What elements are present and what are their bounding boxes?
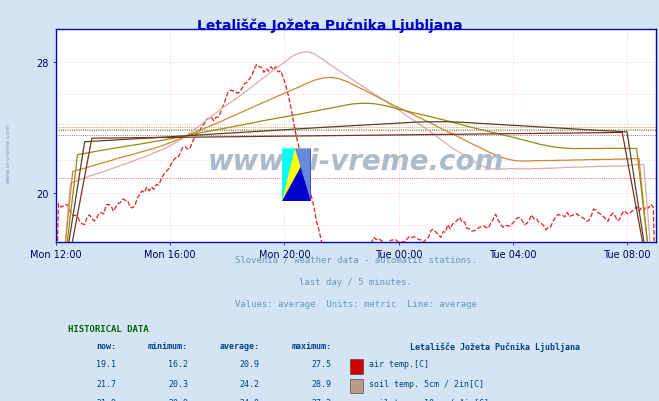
Text: 24.2: 24.2: [240, 379, 260, 388]
Text: HISTORICAL DATA: HISTORICAL DATA: [68, 324, 149, 333]
FancyBboxPatch shape: [350, 379, 363, 393]
Text: 20.3: 20.3: [168, 379, 188, 388]
Text: 20.9: 20.9: [168, 399, 188, 401]
Polygon shape: [295, 149, 310, 201]
Text: last day / 5 minutes.: last day / 5 minutes.: [299, 277, 413, 286]
Text: Values: average  Units: metric  Line: average: Values: average Units: metric Line: aver…: [235, 299, 477, 308]
Text: 27.3: 27.3: [312, 399, 332, 401]
FancyBboxPatch shape: [350, 399, 363, 401]
Text: maximum:: maximum:: [292, 342, 332, 350]
Text: 19.1: 19.1: [96, 359, 116, 368]
Text: www.si-vreme.com: www.si-vreme.com: [208, 148, 504, 175]
Text: minimum:: minimum:: [148, 342, 188, 350]
Text: 20.9: 20.9: [240, 359, 260, 368]
Text: soil temp. 10cm / 4in[C]: soil temp. 10cm / 4in[C]: [369, 399, 489, 401]
Polygon shape: [282, 149, 295, 201]
Text: air temp.[C]: air temp.[C]: [369, 359, 429, 368]
Text: Letališče Jožeta Pučnika Ljubljana: Letališče Jožeta Pučnika Ljubljana: [410, 342, 580, 351]
Text: 21.7: 21.7: [96, 379, 116, 388]
Text: www.si-vreme.com: www.si-vreme.com: [5, 123, 11, 182]
Text: 16.2: 16.2: [168, 359, 188, 368]
FancyBboxPatch shape: [350, 359, 363, 374]
Text: 28.9: 28.9: [312, 379, 332, 388]
Text: Letališče Jožeta Pučnika Ljubljana: Letališče Jožeta Pučnika Ljubljana: [196, 18, 463, 32]
Text: average:: average:: [220, 342, 260, 350]
Text: 21.9: 21.9: [96, 399, 116, 401]
Text: Slovenia / weather data - automatic stations.: Slovenia / weather data - automatic stat…: [235, 255, 477, 264]
Text: now:: now:: [96, 342, 116, 350]
Text: 24.0: 24.0: [240, 399, 260, 401]
Text: soil temp. 5cm / 2in[C]: soil temp. 5cm / 2in[C]: [369, 379, 484, 388]
Polygon shape: [282, 149, 310, 201]
Text: 27.5: 27.5: [312, 359, 332, 368]
Polygon shape: [282, 149, 310, 201]
